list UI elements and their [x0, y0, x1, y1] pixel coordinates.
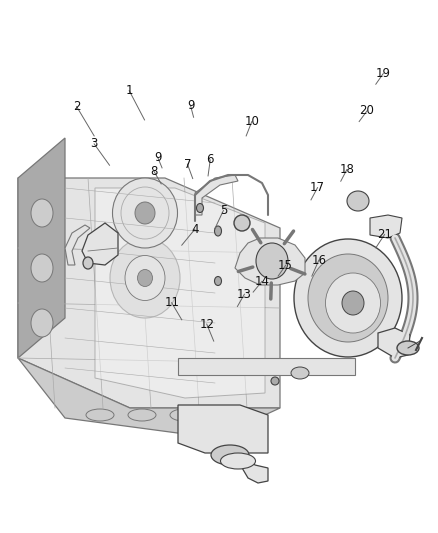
- Ellipse shape: [308, 254, 388, 342]
- Text: 9: 9: [154, 151, 162, 164]
- Ellipse shape: [256, 243, 288, 279]
- Text: 15: 15: [278, 259, 293, 272]
- Ellipse shape: [211, 445, 249, 465]
- Text: 6: 6: [206, 154, 214, 166]
- Ellipse shape: [128, 409, 156, 421]
- Text: 11: 11: [164, 296, 179, 309]
- Text: 3: 3: [91, 138, 98, 150]
- Ellipse shape: [294, 239, 402, 357]
- Text: 21: 21: [377, 228, 392, 241]
- Ellipse shape: [31, 254, 53, 282]
- Polygon shape: [18, 358, 280, 438]
- Text: 2: 2: [73, 100, 81, 113]
- Text: 7: 7: [184, 158, 191, 171]
- Polygon shape: [82, 223, 118, 265]
- Ellipse shape: [110, 238, 180, 318]
- Ellipse shape: [234, 215, 250, 231]
- Ellipse shape: [125, 255, 165, 301]
- Text: 18: 18: [339, 163, 354, 176]
- Ellipse shape: [170, 409, 198, 421]
- Text: 1: 1: [125, 84, 133, 97]
- Ellipse shape: [325, 273, 381, 333]
- Ellipse shape: [271, 377, 279, 385]
- Text: 4: 4: [191, 223, 199, 236]
- Polygon shape: [235, 238, 305, 285]
- Polygon shape: [65, 225, 90, 265]
- Text: 19: 19: [376, 67, 391, 80]
- Ellipse shape: [220, 453, 255, 469]
- Ellipse shape: [342, 291, 364, 315]
- Ellipse shape: [113, 178, 177, 248]
- Text: 20: 20: [360, 104, 374, 117]
- Ellipse shape: [31, 199, 53, 227]
- Polygon shape: [178, 405, 268, 453]
- Polygon shape: [238, 458, 268, 483]
- Text: 10: 10: [244, 115, 259, 128]
- Polygon shape: [378, 328, 410, 358]
- Polygon shape: [370, 215, 402, 238]
- Polygon shape: [18, 178, 280, 408]
- Text: 17: 17: [310, 181, 325, 194]
- Ellipse shape: [135, 202, 155, 224]
- Ellipse shape: [197, 204, 204, 213]
- Ellipse shape: [347, 191, 369, 211]
- Text: 14: 14: [254, 275, 269, 288]
- Ellipse shape: [31, 309, 53, 337]
- Ellipse shape: [212, 409, 240, 421]
- Ellipse shape: [215, 226, 222, 236]
- Polygon shape: [195, 175, 238, 215]
- Text: 12: 12: [199, 318, 214, 330]
- Ellipse shape: [397, 341, 419, 355]
- Ellipse shape: [83, 257, 93, 269]
- Text: 8: 8: [151, 165, 158, 178]
- Text: 13: 13: [237, 288, 252, 301]
- Polygon shape: [95, 188, 265, 398]
- Ellipse shape: [86, 409, 114, 421]
- Polygon shape: [18, 138, 65, 358]
- Text: 5: 5: [220, 204, 227, 217]
- Ellipse shape: [138, 270, 152, 287]
- Ellipse shape: [215, 277, 222, 286]
- Polygon shape: [178, 358, 355, 375]
- Ellipse shape: [291, 367, 309, 379]
- Text: 9: 9: [187, 99, 194, 112]
- Text: 16: 16: [311, 254, 326, 266]
